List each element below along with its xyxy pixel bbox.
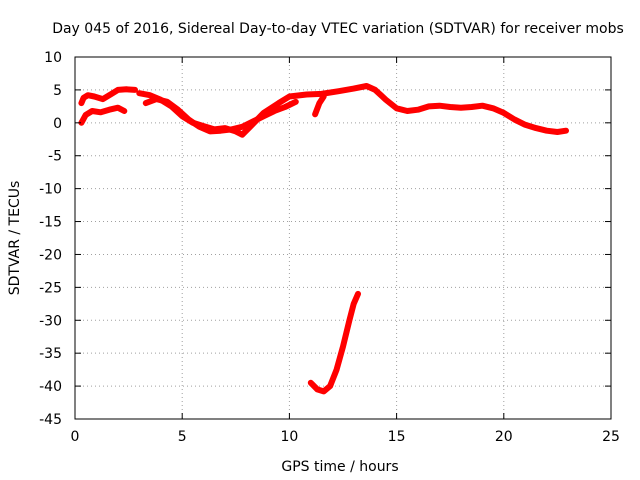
y-axis-label: SDTVAR / TECUs — [7, 181, 23, 296]
y-tick-label: -30 — [39, 313, 62, 329]
series-line-trace-early-lower — [78, 104, 128, 126]
x-tick-label: 25 — [602, 429, 620, 445]
y-tick-label: -40 — [39, 379, 62, 395]
x-tick-label: 5 — [178, 429, 187, 445]
y-tick-label: -35 — [39, 346, 62, 362]
x-tick-label: 20 — [495, 429, 513, 445]
y-tick-label: 10 — [44, 50, 62, 66]
y-tick-label: -5 — [48, 149, 62, 165]
y-tick-label: 0 — [53, 116, 62, 132]
x-tick-label: 15 — [388, 429, 406, 445]
series-layer — [78, 83, 569, 395]
y-tick-label: -45 — [39, 412, 62, 428]
y-tick-label: -10 — [39, 182, 62, 198]
x-tick-label: 10 — [280, 429, 298, 445]
chart-title: Day 045 of 2016, Sidereal Day-to-day VTE… — [52, 21, 624, 37]
y-tick-label: -20 — [39, 247, 62, 263]
series-line-trace-early-upper — [78, 86, 138, 107]
axis-layer: 0 5 10 15 20 25 10 5 0 -5 -10 -15 -20 -25 -30 -35 -40 -45 — [39, 50, 620, 445]
series-line-trace-outlier — [307, 290, 361, 395]
plot-frame — [74, 56, 612, 420]
x-axis-label: GPS time / hours — [281, 459, 398, 475]
y-tick-label: -15 — [39, 215, 62, 231]
series-line-trace-main-lower — [142, 96, 299, 135]
y-tick-label: -25 — [39, 280, 62, 296]
series-line-trace-short-dip — [312, 93, 327, 118]
y-tick-label: 5 — [53, 83, 62, 99]
x-tick-label: 0 — [71, 429, 80, 445]
